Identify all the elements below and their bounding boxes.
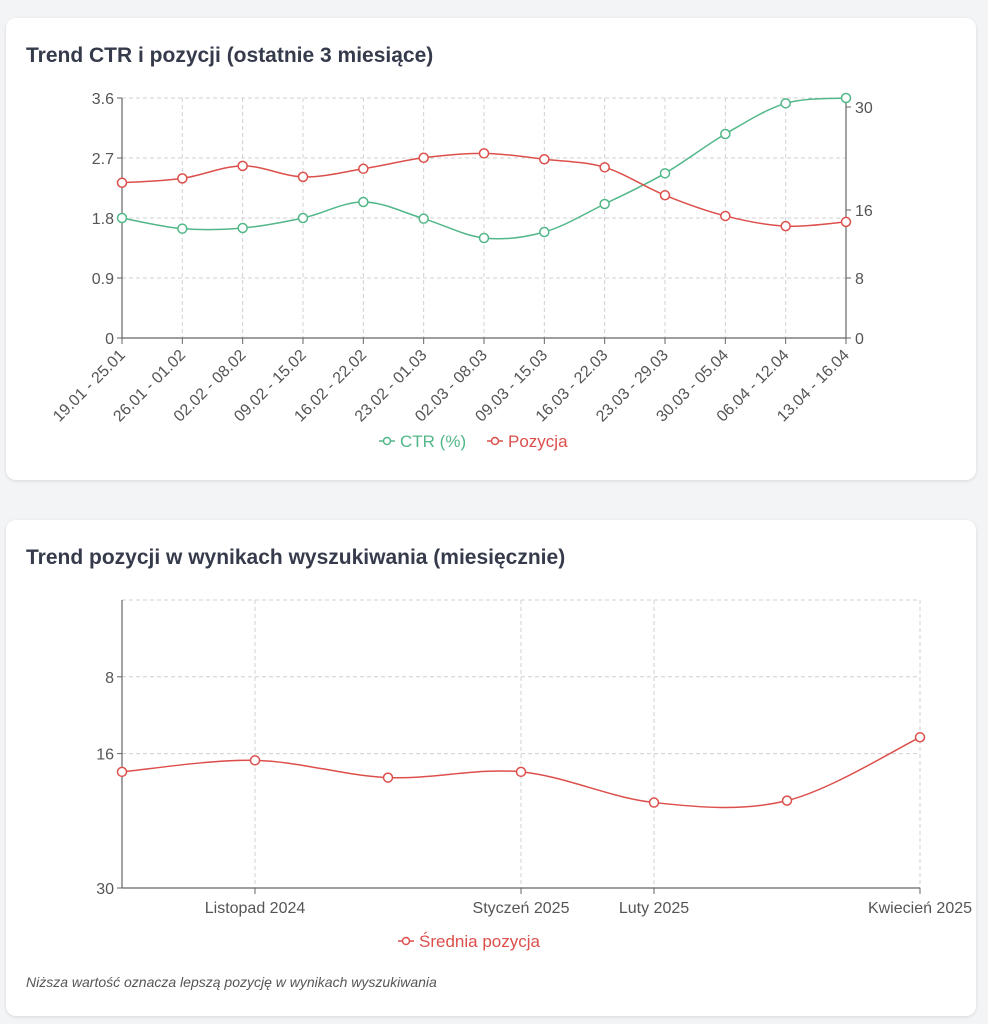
data-point — [297, 171, 309, 183]
monthly-position-trend-card: Trend pozycji w wynikach wyszukiwania (m… — [6, 520, 976, 1016]
data-point — [780, 98, 791, 109]
y-right-tick-label: 16 — [855, 203, 873, 220]
data-point — [648, 797, 660, 808]
legend-average-position-marker-icon — [401, 936, 411, 946]
legend-position-marker-icon — [490, 436, 500, 446]
data-point — [382, 772, 394, 783]
data-point — [720, 210, 731, 222]
y-tick-label: 8 — [105, 670, 114, 687]
y-left-tick-label: 0.9 — [92, 271, 114, 288]
legend-position: Pozycja — [508, 432, 568, 451]
data-point — [515, 766, 527, 778]
data-point — [358, 163, 369, 175]
y-left-tick-label: 1.8 — [92, 211, 114, 228]
data-point — [781, 795, 793, 806]
data-point — [237, 222, 248, 234]
y-left-tick-label: 0 — [105, 331, 114, 348]
legend-ctr-marker-icon — [382, 436, 392, 446]
y-right-tick-label: 0 — [855, 331, 864, 348]
data-point — [539, 153, 550, 165]
data-point — [297, 212, 309, 224]
data-point — [780, 220, 791, 232]
data-point — [914, 732, 926, 743]
data-point — [659, 190, 671, 201]
data-point — [840, 92, 852, 104]
monthly-position-chart: 8 16 30 Listopad 2024 Styczeń 2025 Luty 2025 K… — [96, 599, 972, 951]
data-point — [539, 226, 550, 238]
data-point — [478, 148, 490, 159]
y-right-tick-label: 8 — [855, 271, 864, 288]
data-point — [116, 766, 128, 778]
data-point — [418, 152, 429, 164]
data-point — [237, 160, 248, 172]
x-tick-label: Kwiecień 2025 — [868, 900, 972, 917]
y-left-tick-label: 2.7 — [92, 151, 114, 168]
chart-title: Trend CTR i pozycji (ostatnie 3 miesiące… — [26, 44, 434, 67]
data-point — [116, 212, 128, 224]
legend-ctr: CTR (%) — [400, 432, 466, 451]
data-point — [249, 755, 261, 766]
data-point — [358, 196, 369, 208]
y-right-tick-label: 30 — [855, 100, 873, 117]
data-point — [116, 177, 128, 189]
data-point — [720, 128, 731, 140]
chart-title: Trend pozycji w wynikach wyszukiwania (m… — [26, 546, 566, 569]
data-point — [418, 213, 429, 224]
x-tick-label: Styczeń 2025 — [473, 900, 570, 917]
y-tick-label: 16 — [96, 747, 114, 764]
x-tick-label: Luty 2025 — [619, 900, 689, 917]
data-point — [840, 216, 852, 228]
data-point — [659, 168, 671, 179]
data-point — [599, 198, 610, 210]
x-tick-label: Listopad 2024 — [205, 900, 306, 917]
y-tick-label: 30 — [96, 881, 114, 898]
data-point — [177, 223, 188, 234]
legend-average-position: Średnia pozycja — [419, 932, 541, 951]
data-point — [177, 173, 188, 184]
data-point — [478, 232, 490, 244]
data-point — [599, 162, 610, 173]
ctr-position-trend-card: Trend CTR i pozycji (ostatnie 3 miesiące… — [6, 18, 976, 480]
chart-note: Niższa wartość oznacza lepszą pozycję w … — [26, 974, 437, 990]
y-left-tick-label: 3.6 — [92, 91, 114, 108]
